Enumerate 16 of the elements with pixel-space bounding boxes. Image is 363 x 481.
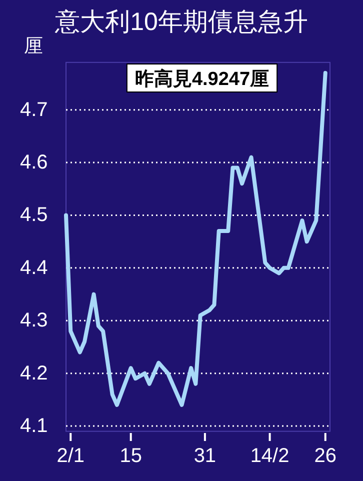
x-tick-label: 2/1 xyxy=(56,445,85,467)
x-tick-label: 26 xyxy=(314,445,336,467)
line-series xyxy=(64,70,328,407)
annotation: 昨高見4.9247厘 xyxy=(134,68,270,90)
x-tick-label: 31 xyxy=(194,445,216,467)
y-tick-label: 4.1 xyxy=(20,415,48,438)
y-tick-label: 4.5 xyxy=(20,204,48,226)
y-tick-label: 4.3 xyxy=(20,310,48,332)
y-tick-label: 4.2 xyxy=(20,362,48,384)
chart-title: 意大利10年期債息急升 xyxy=(54,8,308,36)
y-tick-label: 4.6 xyxy=(20,152,48,174)
y-tick-label: 4.7 xyxy=(20,98,48,121)
x-tick-label: 15 xyxy=(120,445,142,467)
y-axis-title: 厘 xyxy=(24,36,43,57)
y-tick-label: 4.4 xyxy=(20,256,48,279)
x-tick-label: 14/2 xyxy=(250,445,290,467)
